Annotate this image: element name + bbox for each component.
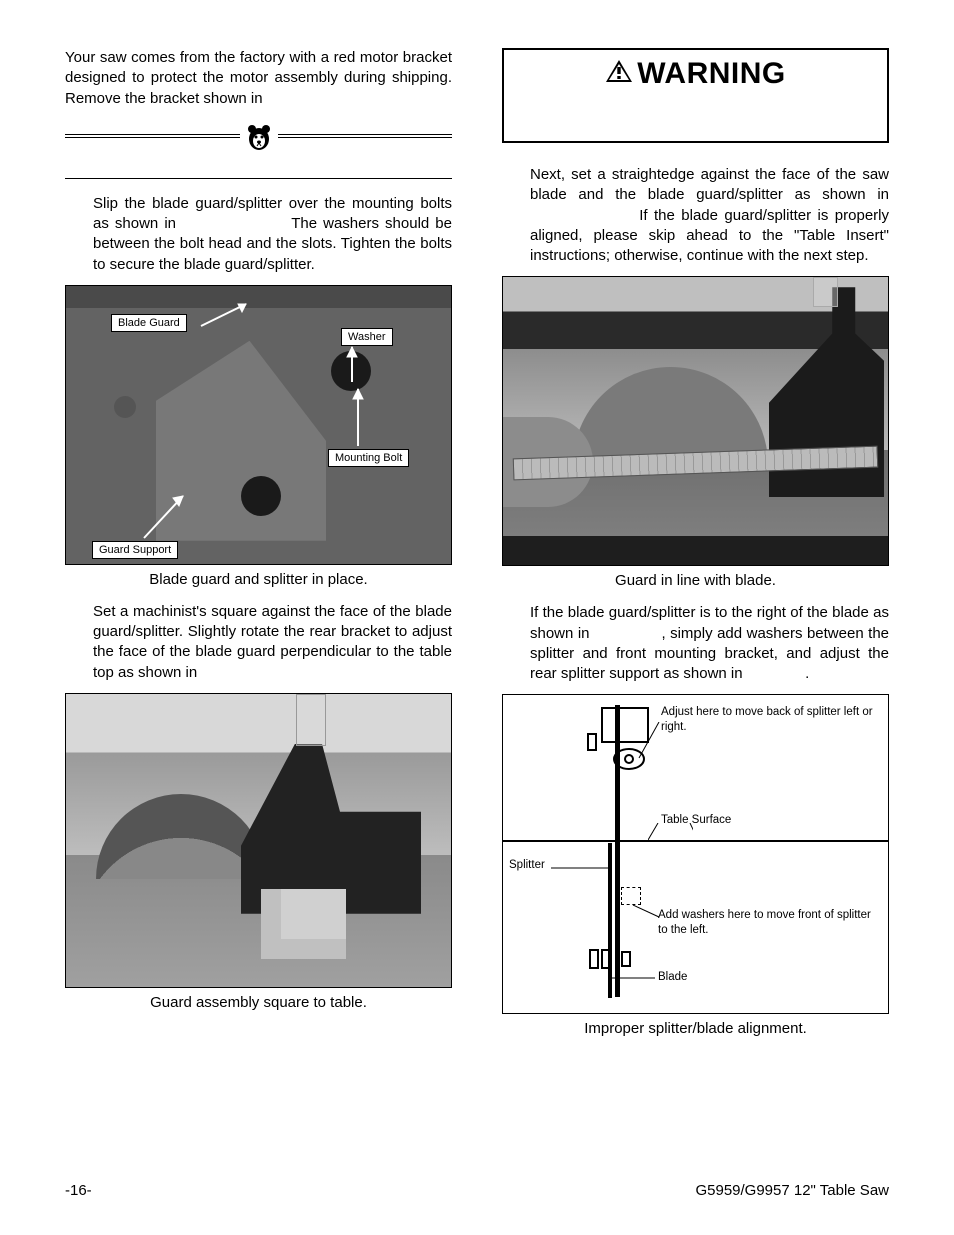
page-number: -16- [65, 1182, 92, 1199]
label-splitter: Splitter [509, 858, 545, 872]
step2-text: Set a machinist's square against the fac… [93, 602, 452, 683]
warning-icon [605, 57, 633, 91]
figure-9-caption: Guard in line with blade. [502, 572, 889, 589]
figure-8-caption: Guard assembly square to table. [65, 994, 452, 1011]
warning-title-text: WARNING [637, 57, 786, 91]
figure-7: Blade Guard Washer Mounting Bolt Guard S… [65, 285, 452, 565]
bear-icon [246, 123, 272, 156]
label-guard-support: Guard Support [92, 541, 178, 559]
label-add-washers: Add washers here to move front of splitt… [658, 908, 880, 937]
label-washer: Washer [341, 328, 393, 346]
label-mounting-bolt: Mounting Bolt [328, 449, 409, 467]
warning-box: WARNING [502, 48, 889, 143]
figure-10: Adjust here to move back of splitter lef… [502, 694, 889, 1014]
left-column: Your saw comes from the factory with a r… [65, 48, 452, 1037]
label-blade-guard: Blade Guard [111, 314, 187, 332]
figure-10-caption: Improper splitter/blade alignment. [502, 1020, 889, 1037]
step3-text: Next, set a straightedge against the fac… [530, 165, 889, 266]
footer-model: G5959/G9957 12" Table Saw [695, 1182, 889, 1199]
right-column: WARNING Next, set a straightedge against… [502, 48, 889, 1037]
section-divider [65, 134, 452, 179]
label-adjust: Adjust here to move back of splitter lef… [661, 705, 880, 734]
page-footer: -16- G5959/G9957 12" Table Saw [65, 1182, 889, 1199]
step4c: . [805, 665, 809, 682]
label-blade: Blade [658, 970, 687, 984]
figure-9 [502, 276, 889, 566]
figure-7-caption: Blade guard and splitter in place. [65, 571, 452, 588]
step3a: Next, set a straightedge against the fac… [530, 166, 889, 203]
figure-8 [65, 693, 452, 988]
step1-text: Slip the blade guard/splitter over the m… [93, 194, 452, 275]
intro-paragraph: Your saw comes from the factory with a r… [65, 48, 452, 109]
step4-text: If the blade guard/splitter is to the ri… [530, 603, 889, 684]
